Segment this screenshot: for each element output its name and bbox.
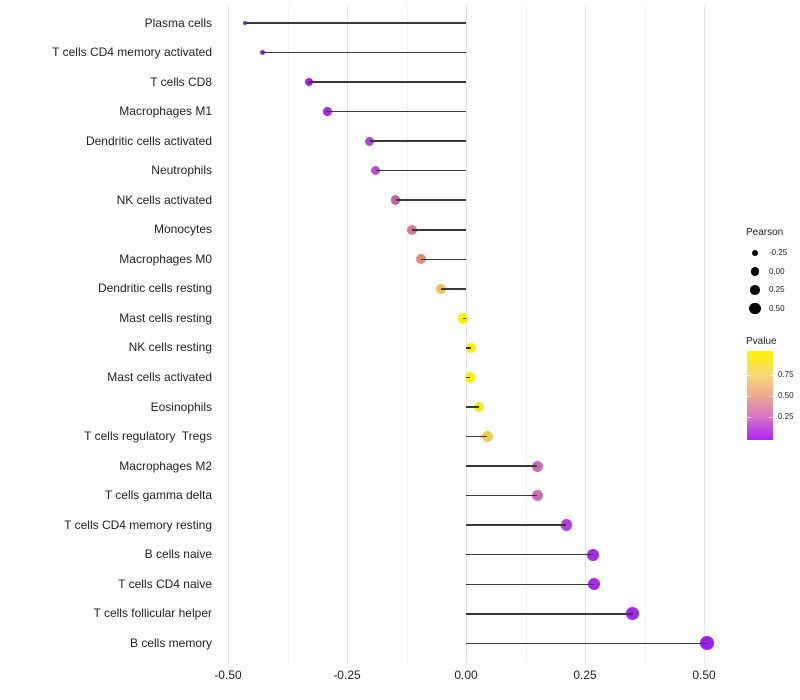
pvalue-colorbar-tick bbox=[769, 375, 773, 377]
lollipop-stem bbox=[463, 317, 466, 320]
y-axis-label: T cells CD4 naive bbox=[118, 576, 212, 591]
lollipop-stem bbox=[466, 465, 538, 467]
lollipop-dot bbox=[531, 460, 543, 472]
x-minor-gridline bbox=[525, 5, 527, 663]
pearson-legend-dot bbox=[750, 285, 760, 295]
x-major-gridline bbox=[585, 5, 586, 663]
pearson-legend-dot bbox=[749, 302, 761, 315]
pvalue-legend-label: 0.50 bbox=[778, 390, 794, 400]
x-major-gridline bbox=[704, 5, 705, 663]
x-axis-tick-label: -0.50 bbox=[214, 668, 242, 682]
y-axis-label: T cells gamma delta bbox=[104, 488, 212, 503]
x-major-gridline bbox=[228, 5, 229, 663]
lollipop-stem bbox=[466, 553, 594, 556]
lollipop-stem bbox=[309, 81, 466, 83]
y-axis-label: Monocytes bbox=[153, 222, 212, 237]
pvalue-colorbar-tick bbox=[747, 375, 751, 377]
y-axis-label: T cells CD4 memory resting bbox=[64, 517, 212, 532]
pvalue-colorbar-tick bbox=[769, 417, 773, 419]
lollipop-stem bbox=[375, 169, 466, 172]
lollipop-stem bbox=[245, 22, 466, 24]
x-axis-tick-label: 0.25 bbox=[573, 668, 597, 682]
x-axis-tick-label: 0.00 bbox=[454, 668, 478, 682]
y-axis-label: NK cells resting bbox=[128, 340, 212, 355]
x-major-gridline bbox=[347, 5, 348, 663]
y-axis-label: T cells CD4 memory activated bbox=[52, 45, 212, 60]
y-axis-label: Mast cells activated bbox=[107, 369, 212, 384]
y-axis-label: Macrophages M0 bbox=[119, 251, 212, 266]
y-axis-label: Macrophages M2 bbox=[119, 458, 212, 473]
lollipop-stem bbox=[327, 110, 466, 113]
x-axis-tick-label: 0.50 bbox=[692, 668, 716, 682]
y-axis-label: T cells CD8 bbox=[150, 74, 212, 89]
y-axis-label: Eosinophils bbox=[150, 399, 212, 414]
y-axis-label: NK cells activated bbox=[116, 192, 212, 207]
pearson-legend-label: -0.25 bbox=[769, 248, 788, 257]
lollipop-stem bbox=[262, 51, 466, 54]
lollipop-dot bbox=[365, 136, 375, 146]
y-axis-label: Dendritic cells resting bbox=[97, 281, 212, 296]
pearson-legend-title: Pearson bbox=[746, 227, 784, 238]
x-minor-gridline bbox=[644, 5, 646, 663]
x-axis-tick-label: -0.25 bbox=[333, 668, 361, 682]
pearson-legend-label: 0.50 bbox=[769, 303, 785, 313]
y-axis-label: Mast cells resting bbox=[119, 310, 212, 325]
lollipop-stem bbox=[466, 494, 538, 497]
pearson-legend-label: 0.00 bbox=[769, 266, 785, 276]
pvalue-colorbar-tick bbox=[769, 395, 773, 397]
lollipop-stem bbox=[411, 229, 466, 231]
lollipop-stem bbox=[466, 524, 567, 526]
lollipop-dot bbox=[473, 401, 485, 413]
x-minor-gridline bbox=[287, 5, 289, 663]
lollipop-dot bbox=[481, 431, 493, 443]
pvalue-colorbar-tick bbox=[747, 417, 751, 419]
pvalue-legend-label: 0.75 bbox=[778, 370, 794, 380]
lollipop-stem bbox=[466, 642, 707, 645]
lollipop-stem bbox=[466, 376, 470, 379]
lollipop-dot bbox=[531, 490, 543, 502]
y-axis-label: T cells regulatory Tregs bbox=[84, 429, 212, 444]
y-axis-label: T cells follicular helper bbox=[93, 606, 213, 621]
lollipop-stem bbox=[421, 258, 466, 261]
y-axis-label: Plasma cells bbox=[144, 15, 212, 30]
pearson-legend-label: 0.25 bbox=[769, 285, 785, 294]
x-major-gridline bbox=[466, 5, 467, 663]
lollipop-dot bbox=[699, 636, 714, 651]
lollipop-stem bbox=[466, 435, 488, 438]
x-minor-gridline bbox=[406, 5, 408, 663]
lollipop-stem bbox=[466, 406, 479, 408]
lollipop-stem bbox=[466, 583, 594, 585]
lollipop-dot bbox=[457, 313, 469, 324]
lollipop-dot bbox=[560, 519, 573, 532]
lollipop-stem bbox=[466, 613, 633, 615]
y-axis-label: Neutrophils bbox=[151, 163, 212, 178]
lollipop-stem bbox=[369, 140, 466, 142]
pearson-legend-dot bbox=[751, 249, 759, 257]
pvalue-legend-title: Pvalue bbox=[746, 336, 777, 347]
pvalue-colorbar-tick bbox=[747, 395, 751, 397]
y-axis-label: B cells naive bbox=[144, 547, 212, 562]
y-axis-label: B cells memory bbox=[129, 635, 212, 650]
lollipop-dot bbox=[587, 548, 600, 561]
lollipop-stem bbox=[466, 347, 471, 349]
lollipop-stem bbox=[395, 199, 466, 201]
y-axis-label: Dendritic cells activated bbox=[85, 133, 212, 148]
pearson-legend-dot bbox=[750, 267, 760, 276]
pvalue-colorbar bbox=[747, 351, 773, 440]
y-axis-label: Macrophages M1 bbox=[119, 104, 212, 119]
lollipop-dot bbox=[587, 578, 600, 591]
lollipop-stem bbox=[441, 288, 466, 290]
pvalue-legend-label: 0.25 bbox=[778, 412, 794, 422]
